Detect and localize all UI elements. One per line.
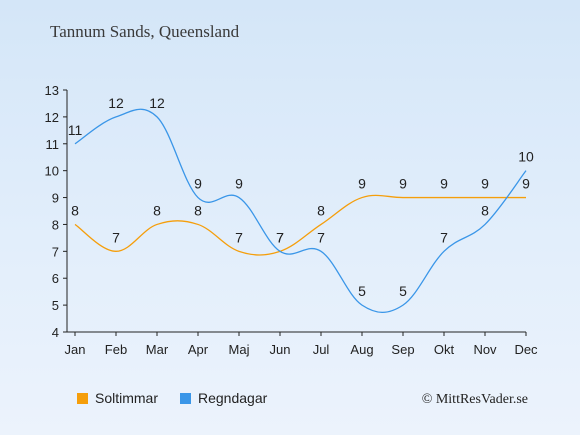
y-tick-label: 10 [45,164,59,179]
legend-swatch-regndagar [180,393,191,404]
x-tick-label: Mar [146,342,169,357]
copyright-text: © MittResVader.se [422,392,528,407]
data-label-soltimmar: 7 [112,229,120,245]
series-line-soltimmar [74,194,526,256]
data-label-soltimmar: 8 [153,202,161,218]
data-label-soltimmar: 9 [522,176,530,192]
data-label-regndagar: 8 [481,202,489,218]
data-label-regndagar: 11 [68,122,83,138]
data-label-soltimmar: 9 [358,176,366,192]
y-tick-label: 12 [45,110,59,125]
data-label-regndagar: 5 [399,283,407,299]
x-tick-label: Apr [188,342,209,357]
legend-swatch-soltimmar [77,393,88,404]
data-label-soltimmar: 8 [71,202,79,218]
y-tick-label: 7 [52,244,59,259]
data-label-soltimmar: 7 [235,229,243,245]
x-tick-label: Dec [514,342,538,357]
x-tick-label: Jan [65,342,86,357]
legend-label-soltimmar: Soltimmar [95,390,158,406]
data-label-regndagar: 10 [518,149,534,165]
x-tick-label: Jun [270,342,291,357]
chart-title: Tannum Sands, Queensland [50,22,240,41]
y-tick-label: 8 [52,217,59,232]
data-label-soltimmar: 8 [194,202,202,218]
data-label-soltimmar: 7 [276,229,284,245]
data-label-regndagar: 9 [194,176,202,192]
y-tick-label: 9 [52,191,59,206]
data-label-regndagar: 5 [358,283,366,299]
series-lines [74,108,527,314]
data-label-soltimmar: 9 [440,176,448,192]
y-tick-label: 4 [52,325,59,340]
data-label-regndagar: 7 [276,229,284,245]
y-tick-label: 6 [52,271,59,286]
data-label-regndagar: 12 [108,95,124,111]
y-tick-label: 13 [45,83,59,98]
x-tick-label: Sep [391,342,414,357]
x-tick-label: Okt [434,342,455,357]
data-label-soltimmar: 8 [317,202,325,218]
legend: Soltimmar Regndagar [77,390,268,406]
y-tick-label: 5 [52,298,59,313]
data-label-regndagar: 12 [149,95,165,111]
series-line-regndagar [74,108,527,314]
y-tick-label: 11 [46,137,60,152]
x-tick-label: Jul [313,342,330,357]
data-label-regndagar: 7 [440,229,448,245]
data-label-regndagar: 7 [317,229,325,245]
x-tick-label: Nov [473,342,497,357]
x-tick-label: Aug [350,342,373,357]
data-label-regndagar: 9 [235,176,243,192]
data-label-soltimmar: 9 [481,176,489,192]
x-tick-label: Maj [229,342,250,357]
data-label-soltimmar: 9 [399,176,407,192]
x-tick-label: Feb [105,342,127,357]
legend-label-regndagar: Regndagar [198,390,268,406]
